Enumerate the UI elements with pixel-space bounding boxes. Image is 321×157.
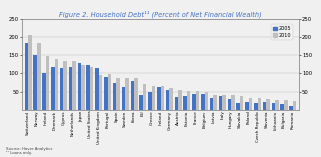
Bar: [134, 78, 138, 110]
Bar: [249, 98, 252, 110]
Bar: [175, 97, 178, 110]
Bar: [169, 88, 173, 110]
Bar: [263, 102, 266, 110]
Bar: [113, 83, 117, 110]
Bar: [78, 62, 81, 110]
Bar: [210, 98, 213, 110]
Bar: [192, 94, 196, 110]
Legend: 2005, 2010: 2005, 2010: [271, 24, 293, 40]
Bar: [245, 102, 249, 110]
Bar: [281, 104, 284, 110]
Bar: [125, 78, 129, 110]
Text: Source: Haver Analytics
¹¹ Loans only.: Source: Haver Analytics ¹¹ Loans only.: [6, 147, 53, 155]
Bar: [51, 67, 55, 110]
Bar: [69, 67, 72, 110]
Bar: [72, 61, 76, 110]
Bar: [104, 77, 108, 110]
Bar: [272, 103, 275, 110]
Bar: [33, 55, 37, 110]
Bar: [240, 96, 243, 110]
Bar: [108, 74, 111, 110]
Bar: [46, 56, 49, 110]
Bar: [117, 78, 120, 110]
Bar: [228, 99, 231, 110]
Bar: [131, 81, 134, 110]
Bar: [95, 68, 99, 110]
Bar: [64, 61, 67, 110]
Bar: [28, 35, 32, 110]
Bar: [187, 91, 190, 110]
Bar: [37, 43, 40, 110]
Bar: [25, 43, 28, 110]
Title: Figure 2. Household Debt¹¹ (Percent of Net Financial Wealth): Figure 2. Household Debt¹¹ (Percent of N…: [59, 10, 262, 18]
Bar: [152, 86, 155, 110]
Bar: [60, 68, 64, 110]
Bar: [213, 95, 217, 110]
Bar: [284, 100, 288, 110]
Bar: [42, 73, 46, 110]
Bar: [86, 65, 90, 110]
Bar: [148, 92, 152, 110]
Bar: [178, 90, 182, 110]
Bar: [231, 95, 235, 110]
Bar: [219, 96, 222, 110]
Bar: [204, 92, 208, 110]
Bar: [157, 87, 160, 110]
Bar: [90, 67, 93, 110]
Bar: [289, 106, 293, 110]
Bar: [81, 65, 85, 110]
Bar: [293, 101, 296, 110]
Bar: [196, 91, 199, 110]
Bar: [55, 59, 58, 110]
Bar: [99, 75, 102, 110]
Bar: [166, 90, 169, 110]
Bar: [143, 84, 146, 110]
Bar: [275, 100, 279, 110]
Bar: [122, 87, 125, 110]
Bar: [257, 98, 261, 110]
Bar: [201, 94, 204, 110]
Bar: [266, 99, 270, 110]
Bar: [139, 95, 143, 110]
Bar: [236, 103, 240, 110]
Bar: [160, 86, 164, 110]
Bar: [222, 95, 226, 110]
Bar: [183, 96, 187, 110]
Bar: [254, 103, 257, 110]
